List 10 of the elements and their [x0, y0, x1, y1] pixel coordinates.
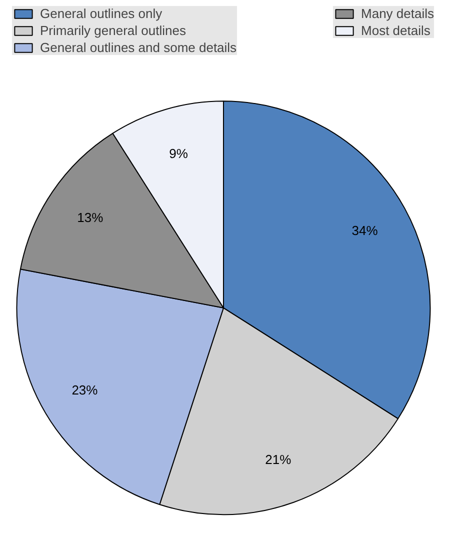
legend-label: Many details — [361, 6, 434, 21]
data-label: 13% — [77, 210, 104, 225]
data-label: 9% — [169, 146, 188, 161]
legend-label: Primarily general outlines — [40, 23, 186, 38]
legend-label: General outlines only — [40, 6, 162, 21]
data-label: 21% — [265, 452, 292, 467]
legend-label: Most details — [361, 23, 430, 38]
data-label: 23% — [72, 382, 98, 398]
legend-label: General outlines and some details — [40, 40, 237, 55]
data-label: 34% — [352, 222, 378, 238]
